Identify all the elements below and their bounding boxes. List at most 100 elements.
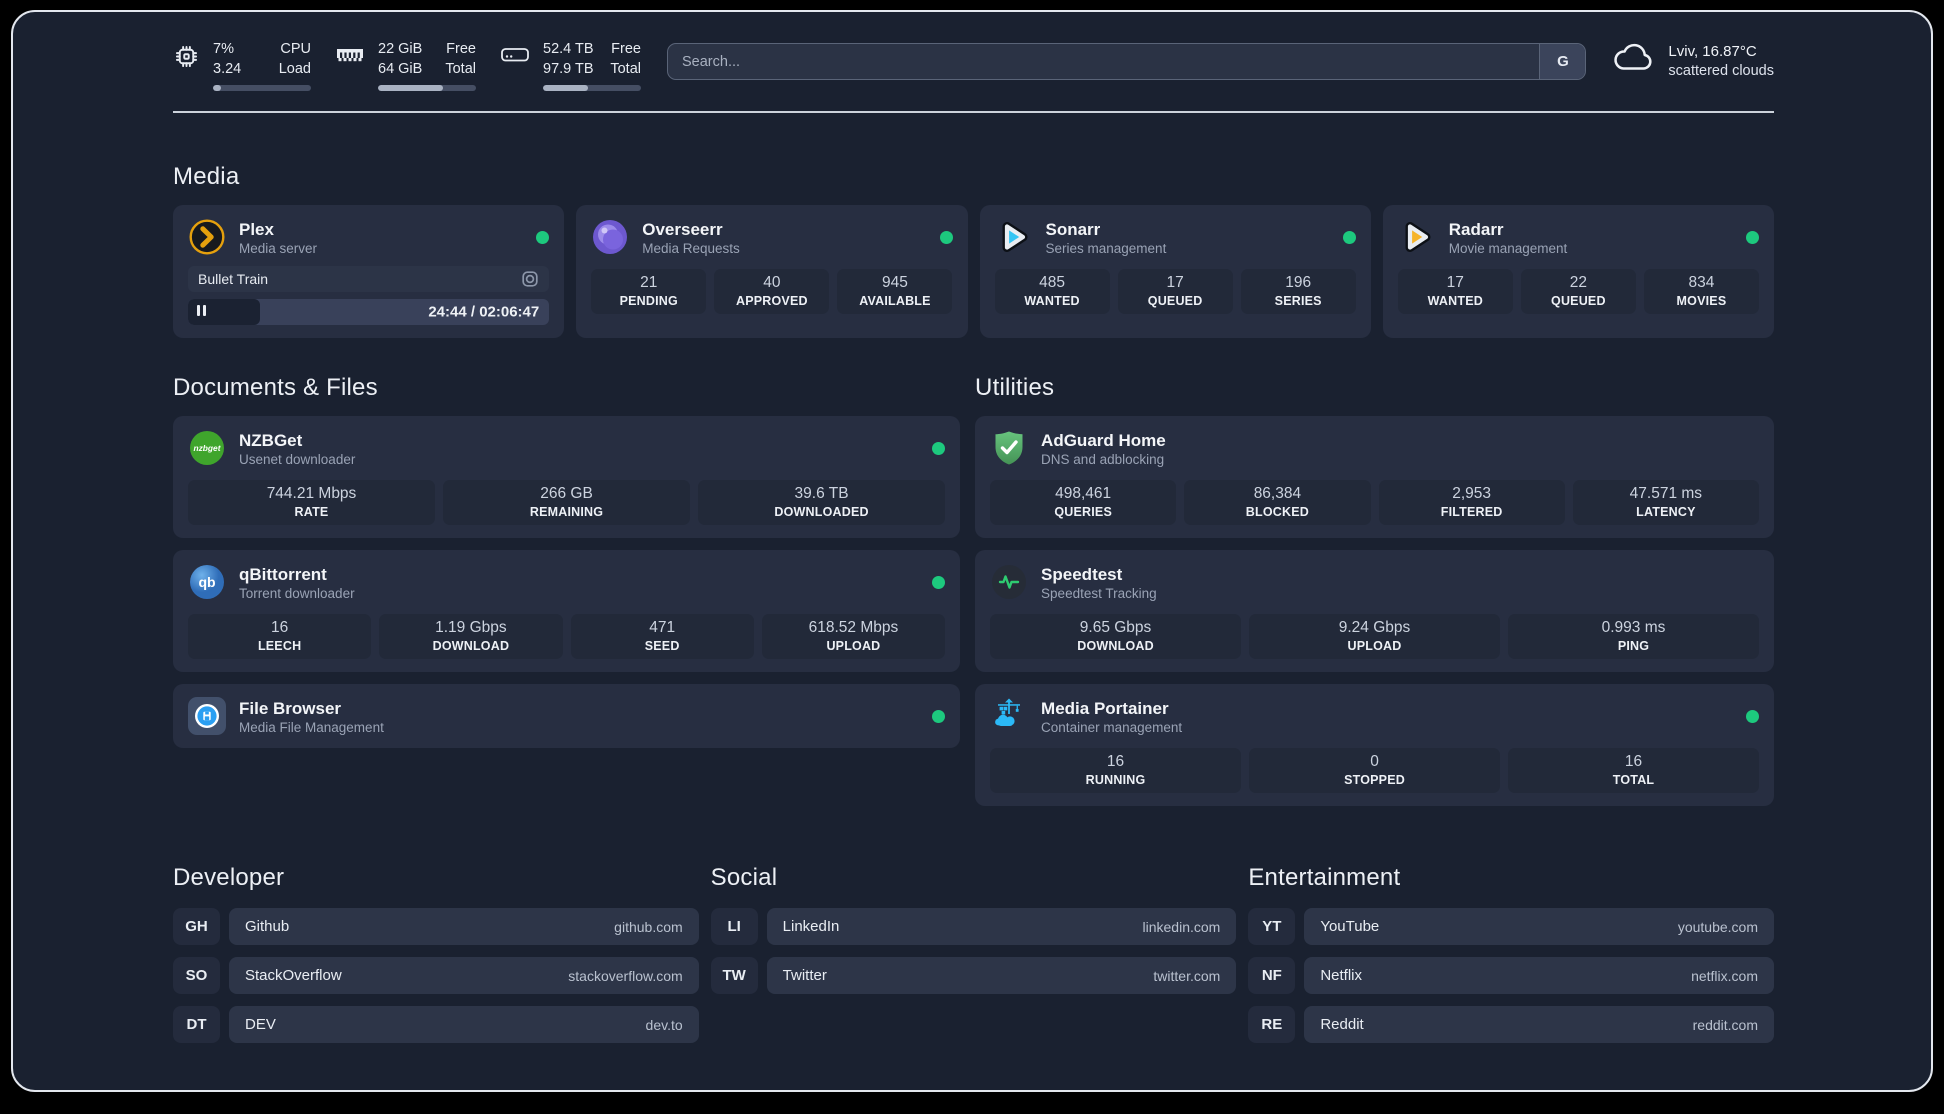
status-dot (932, 441, 946, 455)
stat-wanted: 485 WANTED (994, 269, 1110, 315)
memory-free-label: Free (446, 41, 476, 57)
developer-section-title: Developer (173, 864, 285, 892)
link-row-dev: DT DEV dev.to (173, 1006, 699, 1044)
link-tag: GH (173, 908, 220, 946)
memory-progress-bar (378, 85, 476, 92)
status-dot (932, 575, 946, 589)
status-dot (939, 230, 953, 244)
playback-progress-bar: 24:44 / 02:06:47 (188, 299, 550, 326)
header-divider (173, 111, 1774, 114)
sonarr-card[interactable]: Sonarr Series management 485 WANTED 17 QUE… (979, 205, 1371, 339)
filebrowser-card[interactable]: File Browser Media File Management (173, 684, 961, 749)
documents-section-title: Documents & Files (173, 374, 378, 402)
media-cards: Plex Media server Bullet Train 24:44 / 0… (173, 205, 1774, 339)
netflix-link[interactable]: Netflix netflix.com (1304, 957, 1774, 995)
media-section-title: Media (173, 163, 240, 191)
card-title: Overseerr (642, 219, 723, 239)
nzbget-card[interactable]: nzbget NZBGet Usenet downloader 744.21 M… (173, 416, 961, 539)
search-provider-button[interactable]: G (1539, 44, 1586, 79)
link-row-github: GH Github github.com (173, 908, 699, 946)
entertainment-links-section: Entertainment YT YouTube youtube.com NF N… (1248, 864, 1774, 1055)
overseerr-card[interactable]: Overseerr Media Requests 21 PENDING 40 APP… (576, 205, 968, 339)
card-title: Radarr (1448, 219, 1504, 239)
link-row-youtube: YT YouTube youtube.com (1248, 908, 1774, 946)
dev-link[interactable]: DEV dev.to (229, 1006, 699, 1044)
social-section-title: Social (710, 864, 778, 892)
stat-wanted: 17 WANTED (1397, 269, 1513, 315)
stat-leech: 16 LEECH (188, 614, 372, 660)
qbittorrent-card[interactable]: qb qBittorrent Torrent downloader 16 LEEC… (173, 550, 961, 673)
plex-card[interactable]: Plex Media server Bullet Train 24:44 / 0… (173, 205, 565, 339)
status-dot (536, 230, 550, 244)
link-row-netflix: NF Netflix netflix.com (1248, 957, 1774, 995)
stat-series: 196 SERIES (1240, 269, 1356, 315)
card-subtitle: Movie management (1448, 240, 1568, 256)
top-bar: 7% CPU 3.24 Load 22 GiB Free 64 GiB Total (173, 12, 1774, 92)
reddit-link[interactable]: Reddit reddit.com (1304, 1006, 1774, 1044)
card-subtitle: Usenet downloader (239, 451, 356, 467)
link-row-linkedin: LI LinkedIn linkedin.com (710, 908, 1237, 946)
stat-total: 16 TOTAL (1508, 748, 1759, 794)
search-bar: G (667, 43, 1587, 80)
storage-free-value: 52.4 TB (543, 41, 594, 57)
stat-running: 16 RUNNING (990, 748, 1242, 794)
sonarr-icon (995, 218, 1033, 256)
card-title: NZBGet (239, 430, 303, 450)
stat-filtered: 2,953 FILTERED (1378, 480, 1565, 526)
radarr-icon (1398, 218, 1436, 256)
weather-condition: scattered clouds (1668, 62, 1774, 79)
youtube-link[interactable]: YouTube youtube.com (1304, 908, 1774, 946)
speedtest-card[interactable]: Speedtest Speedtest Tracking 9.65 Gbps DO… (975, 550, 1774, 673)
now-playing: Bullet Train (188, 266, 550, 293)
stat-latency: 47.571 ms LATENCY (1572, 480, 1759, 526)
stat-upload: 9.24 Gbps UPLOAD (1249, 614, 1501, 660)
stat-blocked: 86,384 BLOCKED (1184, 480, 1371, 526)
stat-seed: 471 SEED (570, 614, 754, 660)
stat-rate: 744.21 Mbps RATE (188, 480, 436, 526)
cpu-usage-value: 7% (213, 41, 234, 57)
nzbget-icon: nzbget (188, 429, 226, 467)
storage-total-value: 97.9 TB (543, 60, 594, 77)
cpu-load-label: Load (278, 60, 311, 77)
storage-icon (500, 43, 530, 67)
pause-icon (197, 303, 209, 321)
cpu-metric: 7% CPU 3.24 Load (173, 40, 311, 92)
card-title: Plex (239, 219, 274, 239)
link-tag: SO (173, 957, 220, 995)
card-subtitle: Series management (1045, 240, 1167, 256)
link-tag: TW (710, 957, 758, 995)
now-playing-title: Bullet Train (198, 271, 269, 288)
svg-text:qb: qb (198, 574, 215, 590)
card-subtitle: DNS and adblocking (1041, 451, 1165, 467)
link-tag: YT (1248, 908, 1296, 946)
stat-pending: 21 PENDING (591, 269, 707, 315)
weather-location-temp: Lviv, 16.87°C (1668, 43, 1757, 61)
memory-free-value: 22 GiB (378, 41, 423, 57)
github-link[interactable]: Github github.com (229, 908, 699, 946)
dashboard-window: 7% CPU 3.24 Load 22 GiB Free 64 GiB Total (11, 10, 1933, 1092)
radarr-card[interactable]: Radarr Movie management 17 WANTED 22 QUEUE… (1382, 205, 1774, 339)
portainer-icon (990, 697, 1028, 735)
linkedin-link[interactable]: LinkedIn linkedin.com (766, 908, 1237, 946)
weather-widget: Lviv, 16.87°C scattered clouds (1612, 41, 1774, 80)
card-title: Media Portainer (1041, 698, 1169, 718)
system-metrics: 7% CPU 3.24 Load 22 GiB Free 64 GiB Total (173, 40, 641, 92)
adguard-card[interactable]: AdGuard Home DNS and adblocking 498,461 Q… (975, 416, 1774, 539)
stat-movies: 834 MOVIES (1643, 269, 1759, 315)
speedtest-icon (990, 563, 1028, 601)
status-dot (1746, 709, 1759, 723)
overseerr-icon (591, 218, 629, 256)
status-dot (932, 709, 946, 723)
twitter-link[interactable]: Twitter twitter.com (766, 957, 1237, 995)
stat-queries: 498,461 QUERIES (990, 480, 1177, 526)
stackoverflow-link[interactable]: StackOverflow stackoverflow.com (229, 957, 699, 995)
stat-download: 9.65 Gbps DOWNLOAD (990, 614, 1242, 660)
cloud-icon (1612, 41, 1656, 80)
storage-progress-bar (543, 85, 641, 92)
status-dot (1342, 230, 1356, 244)
card-subtitle: Container management (1041, 719, 1183, 735)
portainer-card[interactable]: Media Portainer Container management 16 R… (975, 684, 1774, 807)
plex-icon (188, 218, 226, 256)
memory-total-value: 64 GiB (378, 60, 423, 77)
search-input[interactable] (668, 44, 1540, 79)
